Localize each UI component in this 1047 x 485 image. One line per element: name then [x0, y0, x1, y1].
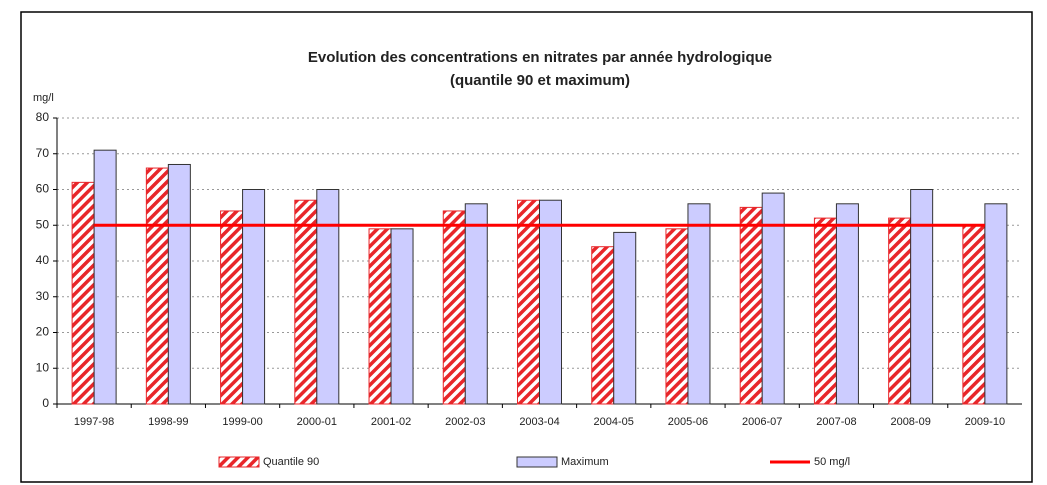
bar [220, 210, 244, 405]
bar [613, 231, 637, 405]
x-tick-label: 2003-04 [519, 416, 559, 428]
bar [687, 203, 711, 405]
y-tick-label: 40 [36, 253, 50, 267]
x-tick-label: 1999-00 [222, 416, 262, 428]
x-tick-label: 2006-07 [742, 416, 782, 428]
bar [984, 203, 1008, 405]
bar [591, 246, 615, 405]
x-tick-label: 2005-06 [668, 416, 708, 428]
bar [835, 203, 859, 405]
x-tick-label: 2009-10 [965, 416, 1005, 428]
bar [316, 189, 340, 405]
bar [464, 203, 488, 405]
y-tick-label: 30 [36, 289, 50, 303]
x-tick-label: 2007-08 [816, 416, 856, 428]
x-tick-label: 2002-03 [445, 416, 485, 428]
legend-label: Maximum [561, 456, 609, 468]
bar [761, 192, 785, 405]
bar [167, 163, 191, 405]
x-tick-label: 1997-98 [74, 416, 114, 428]
y-tick-label: 10 [36, 360, 50, 374]
bar [145, 167, 169, 405]
y-tick-label: 0 [42, 396, 49, 410]
bar [665, 228, 689, 405]
bar [517, 199, 540, 405]
bar [294, 199, 318, 405]
bar [242, 189, 266, 405]
bar [739, 206, 763, 405]
bar [813, 217, 837, 405]
y-tick-label: 70 [36, 146, 50, 160]
bar [910, 189, 934, 405]
bar [442, 210, 466, 405]
y-tick-label: 20 [36, 325, 50, 339]
bar [888, 217, 912, 405]
bar [93, 149, 117, 405]
x-tick-label: 1998-99 [148, 416, 188, 428]
bar [368, 228, 392, 405]
legend-swatch [218, 456, 260, 468]
bar [71, 181, 95, 405]
legend-label: 50 mg/l [814, 456, 850, 468]
x-tick-label: 2001-02 [371, 416, 411, 428]
x-tick-label: 2004-05 [594, 416, 634, 428]
y-axis-label: mg/l [33, 92, 54, 104]
y-tick-label: 50 [36, 217, 50, 231]
bar [539, 199, 562, 405]
legend-label: Quantile 90 [263, 456, 319, 468]
y-tick-label: 60 [36, 182, 50, 196]
x-tick-label: 2008-09 [890, 416, 930, 428]
bar [962, 224, 986, 405]
x-tick-label: 2000-01 [297, 416, 337, 428]
legend-swatch [516, 456, 558, 468]
bar [390, 228, 414, 405]
chart-title: Evolution des concentrations en nitrates… [308, 49, 772, 66]
chart-subtitle: (quantile 90 et maximum) [450, 72, 630, 89]
y-tick-label: 80 [36, 110, 50, 124]
